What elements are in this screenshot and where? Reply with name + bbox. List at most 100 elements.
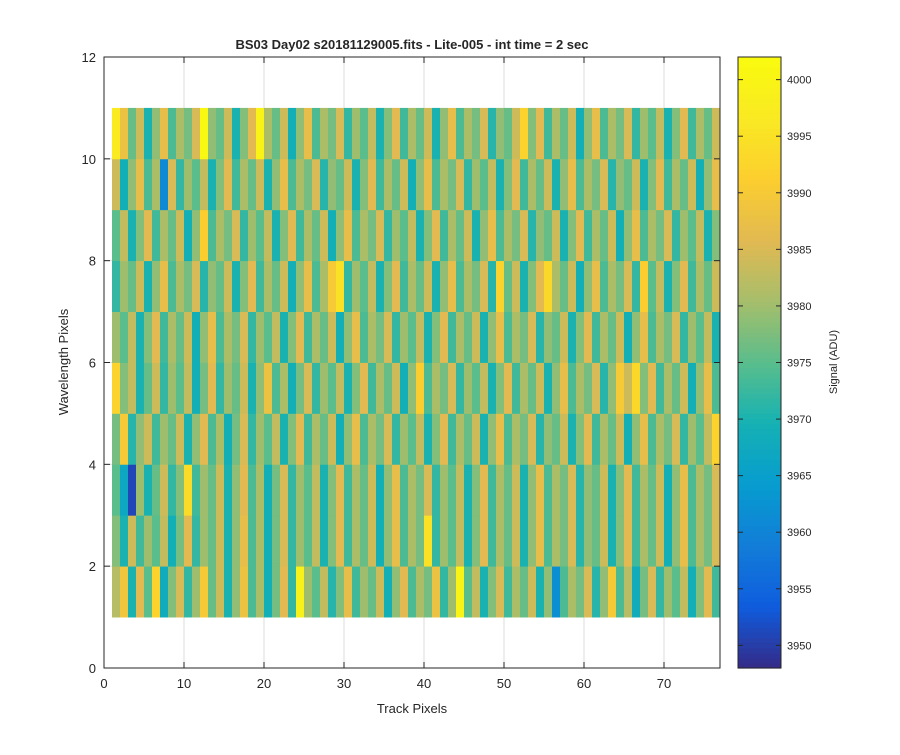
heatmap-cell bbox=[504, 158, 513, 211]
heatmap-cell bbox=[144, 566, 153, 618]
heatmap-cell bbox=[312, 413, 321, 465]
colorbar-segment bbox=[738, 372, 781, 379]
heatmap-cell bbox=[496, 209, 505, 262]
heatmap-cell bbox=[368, 362, 377, 414]
heatmap-cell bbox=[352, 566, 361, 618]
heatmap-cell bbox=[592, 362, 601, 414]
heatmap-cell bbox=[664, 413, 673, 465]
heatmap-cell bbox=[608, 107, 617, 160]
colorbar-segment bbox=[738, 97, 781, 104]
colorbar-segment bbox=[738, 306, 781, 313]
heatmap-cell bbox=[208, 464, 217, 516]
heatmap-cell bbox=[160, 464, 169, 516]
heatmap-cell bbox=[552, 260, 561, 312]
heatmap-cell bbox=[312, 311, 321, 363]
heatmap-cell bbox=[488, 464, 497, 516]
heatmap-cell bbox=[600, 515, 609, 567]
colorbar-segment bbox=[738, 499, 781, 506]
heatmap-cell bbox=[488, 158, 497, 211]
heatmap-cell bbox=[160, 566, 169, 618]
colorbar-segment bbox=[738, 128, 781, 134]
heatmap-cell bbox=[200, 209, 209, 262]
heatmap-cell bbox=[528, 158, 537, 211]
heatmap-cell bbox=[424, 566, 433, 618]
heatmap-cell bbox=[384, 515, 393, 567]
heatmap-cell bbox=[520, 107, 529, 160]
heatmap-cell bbox=[400, 464, 409, 516]
heatmap-cell bbox=[240, 362, 249, 414]
heatmap-cell bbox=[600, 566, 609, 618]
heatmap-cell bbox=[352, 158, 361, 211]
heatmap-cell bbox=[456, 260, 465, 312]
heatmap-cell bbox=[480, 464, 489, 516]
heatmap-cell bbox=[136, 311, 145, 363]
heatmap-cell bbox=[176, 158, 185, 211]
heatmap-cell bbox=[152, 209, 161, 262]
heatmap-cell bbox=[400, 260, 409, 312]
heatmap-cell bbox=[608, 260, 617, 312]
heatmap-cell bbox=[584, 464, 593, 516]
heatmap-cell bbox=[120, 311, 129, 363]
heatmap-cell bbox=[112, 515, 121, 567]
heatmap-cell bbox=[392, 209, 401, 262]
heatmap-cell bbox=[616, 158, 625, 211]
colorbar-segment bbox=[738, 377, 781, 384]
heatmap-cell bbox=[568, 413, 577, 465]
heatmap-cell bbox=[256, 311, 265, 363]
heatmap-cell bbox=[312, 158, 321, 211]
heatmap-cell bbox=[504, 107, 513, 160]
heatmap-cell bbox=[696, 566, 705, 618]
heatmap-cell bbox=[704, 566, 713, 618]
heatmap-cell bbox=[120, 107, 129, 160]
y-tick-label: 6 bbox=[89, 356, 96, 371]
heatmap-cell bbox=[544, 464, 553, 516]
heatmap-cell bbox=[312, 107, 321, 160]
heatmap-cell bbox=[664, 158, 673, 211]
heatmap-cell bbox=[432, 260, 441, 312]
heatmap-cell bbox=[456, 464, 465, 516]
colorbar-segment bbox=[738, 535, 781, 542]
colorbar-segment bbox=[738, 489, 781, 496]
heatmap-cell bbox=[128, 311, 137, 363]
colorbar-segment bbox=[738, 143, 781, 150]
heatmap-cell bbox=[392, 107, 401, 160]
heatmap-cell bbox=[280, 413, 289, 465]
heatmap-cell bbox=[232, 413, 241, 465]
heatmap-cell bbox=[512, 464, 521, 516]
heatmap-cell bbox=[496, 464, 505, 516]
colorbar-segment bbox=[738, 301, 781, 308]
heatmap-cell bbox=[504, 464, 513, 516]
heatmap-cell bbox=[448, 515, 457, 567]
heatmap-cell bbox=[144, 209, 153, 262]
colorbar-segment bbox=[738, 163, 781, 170]
heatmap-cell bbox=[112, 158, 121, 211]
heatmap-cell bbox=[432, 209, 441, 262]
heatmap-cell bbox=[600, 107, 609, 160]
heatmap-cell bbox=[560, 311, 569, 363]
heatmap-cell bbox=[128, 566, 137, 618]
heatmap-cell bbox=[384, 260, 393, 312]
heatmap-cell bbox=[672, 413, 681, 465]
heatmap-cell bbox=[136, 362, 145, 414]
colorbar-segment bbox=[738, 230, 781, 236]
heatmap-cell bbox=[320, 158, 329, 211]
colorbar-tick-label: 3955 bbox=[787, 584, 811, 596]
heatmap-cell bbox=[176, 362, 185, 414]
heatmap-cell bbox=[208, 209, 217, 262]
heatmap-cell bbox=[128, 464, 137, 516]
heatmap-cell bbox=[640, 260, 649, 312]
colorbar-segment bbox=[738, 62, 781, 68]
heatmap-cell bbox=[408, 413, 417, 465]
heatmap-cell bbox=[680, 515, 689, 567]
heatmap-cell bbox=[296, 515, 305, 567]
y-tick-label: 12 bbox=[82, 50, 96, 65]
colorbar-segment bbox=[738, 428, 781, 435]
heatmap-cell bbox=[648, 311, 657, 363]
heatmap-cell bbox=[512, 209, 521, 262]
heatmap-cell bbox=[520, 311, 529, 363]
heatmap-cell bbox=[552, 413, 561, 465]
heatmap-cell bbox=[448, 566, 457, 618]
heatmap-cell bbox=[368, 158, 377, 211]
heatmap-cell bbox=[264, 107, 273, 160]
